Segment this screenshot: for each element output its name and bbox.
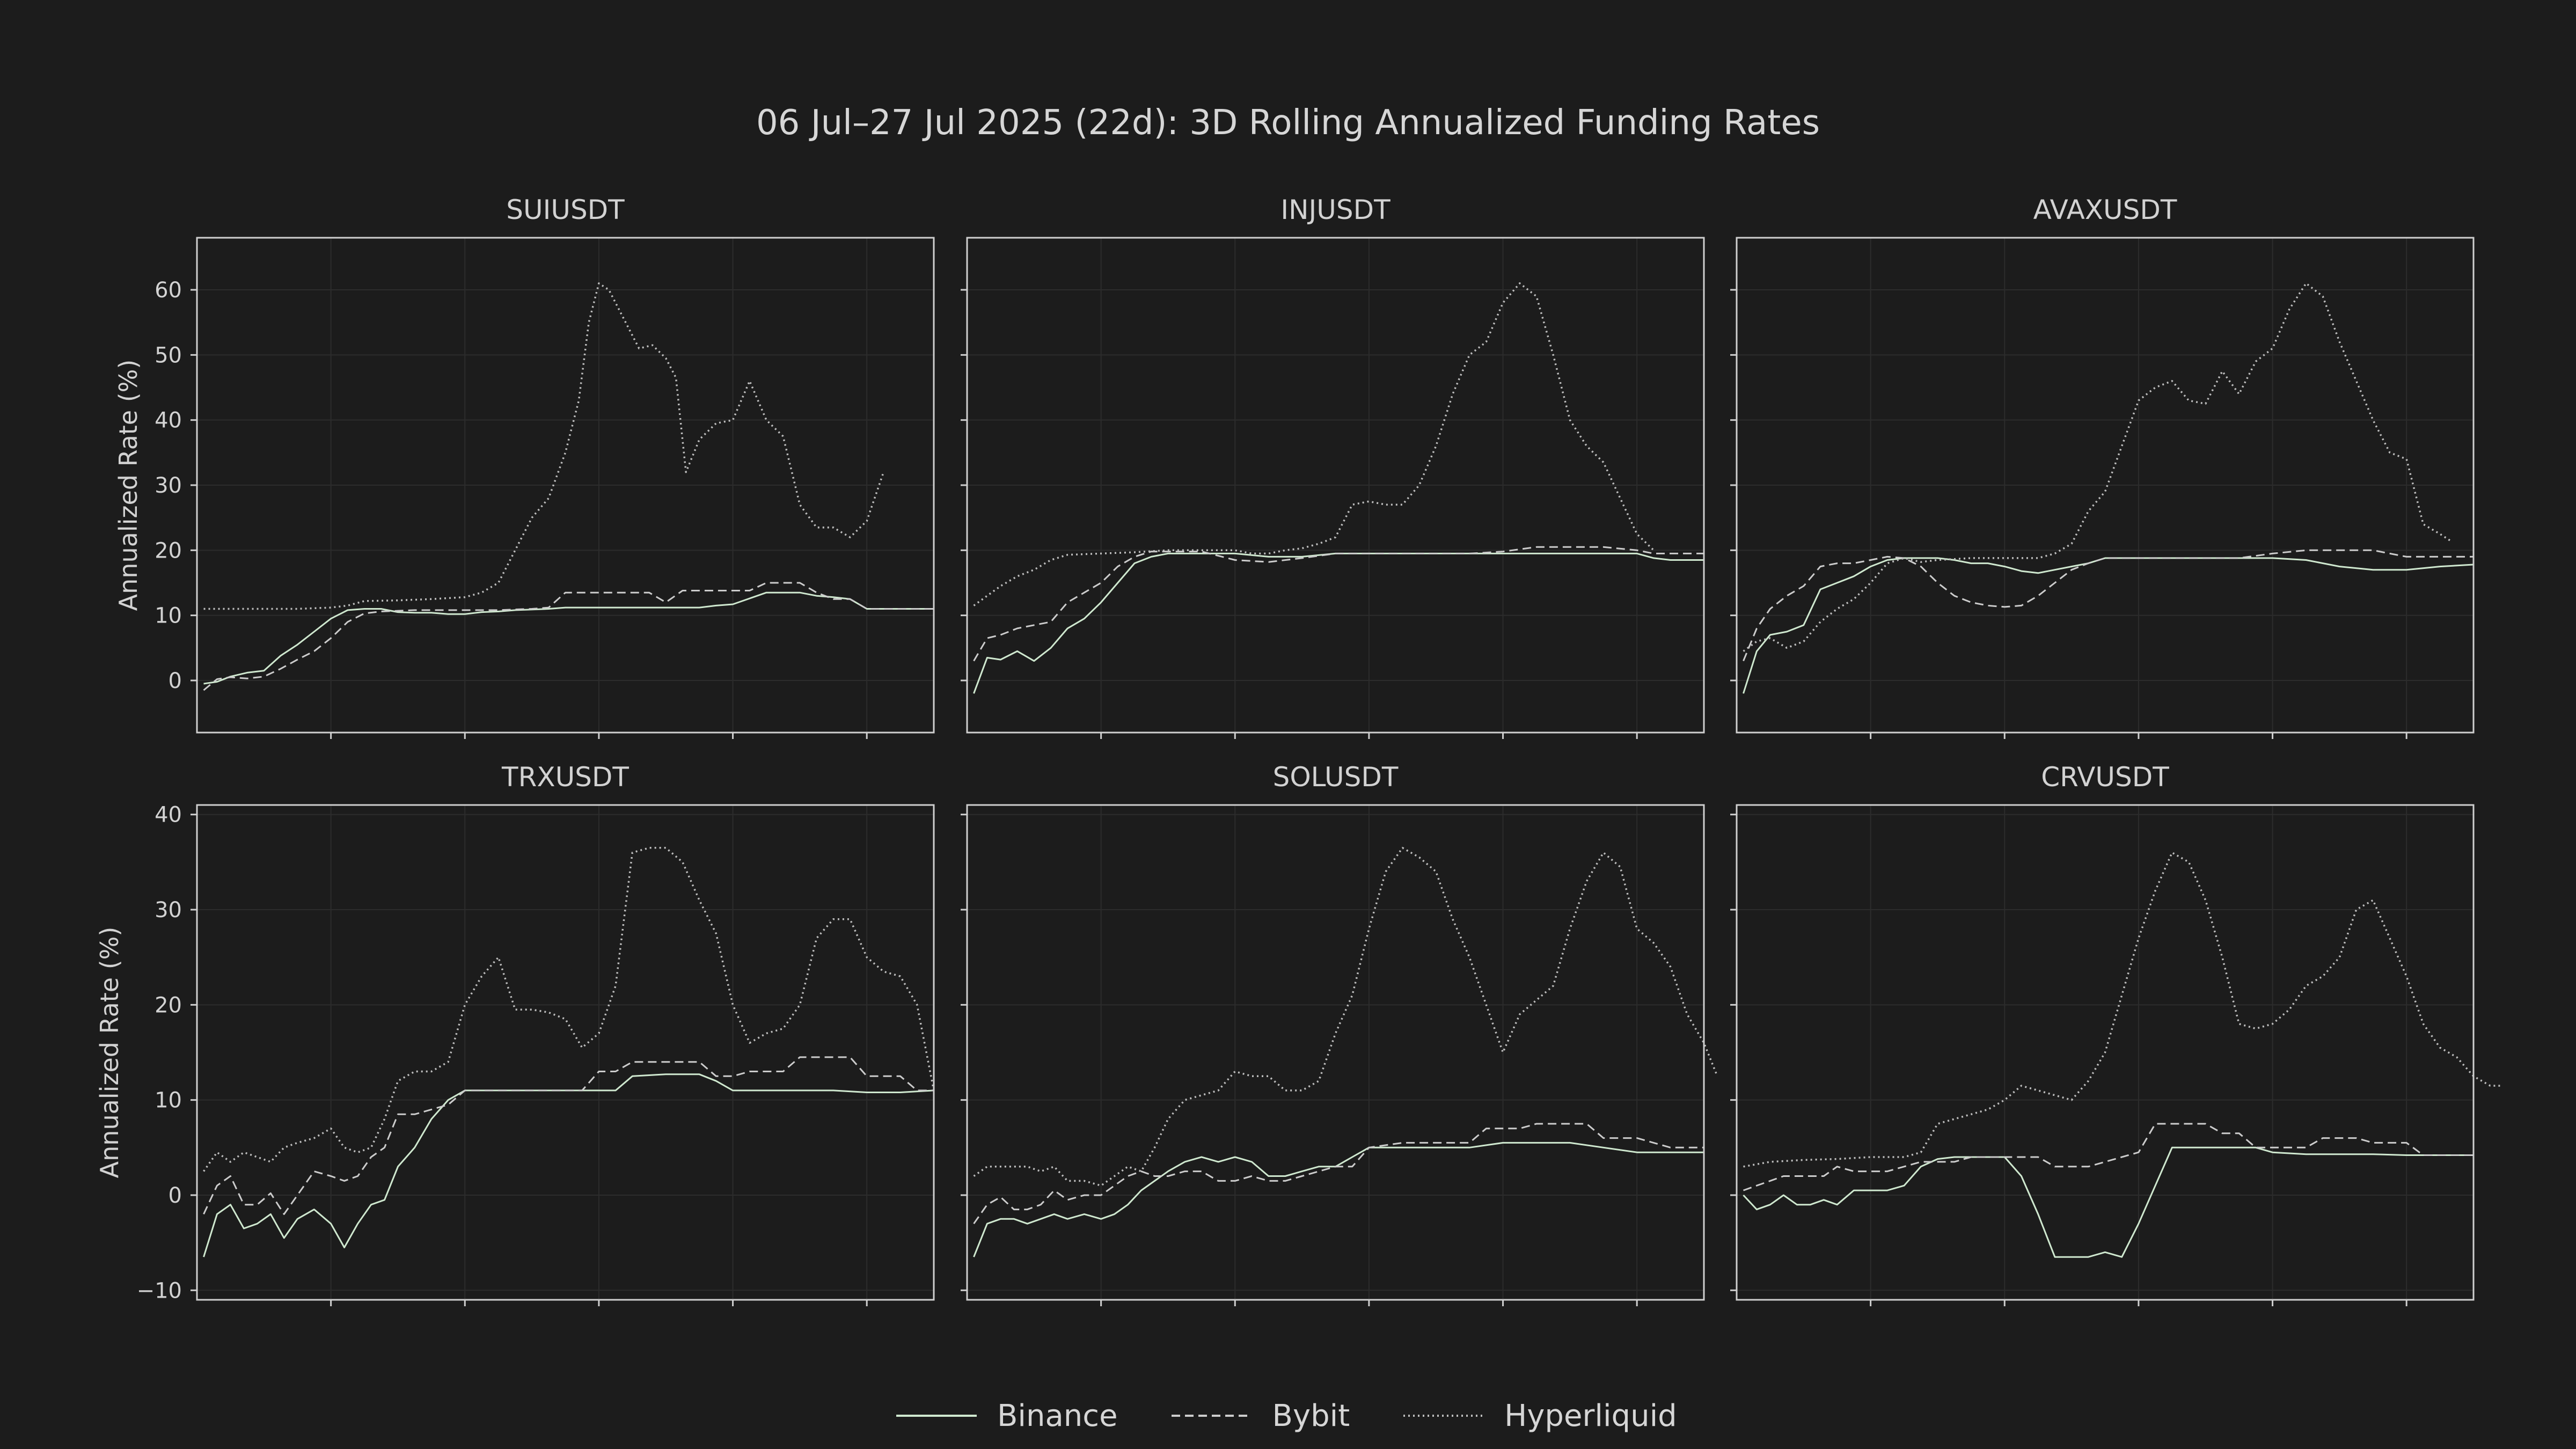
ytick-label: 10 [155, 604, 182, 628]
legend: Binance Bybit Hyperliquid [896, 1394, 1731, 1437]
panel-title-crvusdt: CRVUSDT [2041, 762, 2169, 793]
series-bybit-line [973, 546, 1704, 662]
plot-frame [1736, 804, 2475, 1301]
legend-line-bybit [1171, 1415, 1252, 1417]
plot-frame [966, 804, 1705, 1301]
ytick-label: 60 [155, 278, 182, 303]
series-hyperliquid-line [203, 847, 935, 1172]
figure-title: 06 Jul–27 Jul 2025 (22d): 3D Rolling Ann… [756, 103, 1820, 143]
ylabel-trxusdt: Annualized Rate (%) [95, 927, 124, 1179]
series-binance-line [1743, 557, 2474, 694]
legend-item-hyperliquid: Hyperliquid [1403, 1399, 1677, 1433]
legend-label-hyperliquid: Hyperliquid [1504, 1398, 1677, 1433]
legend-label-binance: Binance [997, 1398, 1118, 1433]
ytick-label: 50 [155, 343, 182, 368]
ytick-label: 0 [169, 1183, 182, 1208]
ytick-label: 30 [155, 473, 182, 498]
panel-solusdt: SOLUSDT [961, 762, 1718, 1306]
legend-item-bybit: Bybit [1171, 1398, 1350, 1433]
series-hyperliquid-line [203, 282, 885, 610]
panel-suiusdt: 0 10 20 30 40 50 60 SUIUSDT Annualized Rate (%) [114, 194, 935, 739]
series-hyperliquid-line [1743, 851, 2500, 1168]
ylabel-suiusdt: Annualized Rate (%) [114, 360, 143, 611]
panel-trxusdt: −10 0 10 20 30 40 TRXUSDT Annualized Rate (%) [95, 762, 935, 1306]
series-binance-line [1743, 1146, 2473, 1258]
series-hyperliquid-line [1743, 282, 2451, 652]
series-binance-line [203, 591, 934, 685]
ytick-label: 10 [155, 1088, 182, 1113]
legend-label-bybit: Bybit [1272, 1398, 1350, 1433]
series-bybit-line [1743, 549, 2473, 662]
panel-title-injusdt: INJUSDT [1280, 194, 1391, 225]
panel-avaxusdt: AVAXUSDT [1730, 194, 2475, 739]
ytick-label: 20 [155, 993, 182, 1018]
plot-frame [196, 804, 935, 1301]
series-binance-line [203, 1073, 934, 1257]
ytick-label: 30 [155, 898, 182, 923]
ytick-label: −10 [137, 1278, 182, 1303]
legend-line-binance [896, 1415, 977, 1417]
series-hyperliquid-line [973, 282, 1655, 606]
panel-injusdt: INJUSDT [961, 194, 1705, 739]
series-bybit-line [203, 582, 934, 691]
ytick-label: 0 [169, 669, 182, 693]
ytick-label: 40 [155, 803, 182, 828]
ytick-label: 40 [155, 408, 182, 433]
legend-item-binance: Binance [896, 1399, 1118, 1433]
panel-title-suiusdt: SUIUSDT [506, 194, 625, 225]
series-bybit-line [203, 1056, 934, 1215]
legend-line-hyperliquid [1403, 1415, 1484, 1417]
series-binance-line [973, 552, 1704, 694]
panel-title-solusdt: SOLUSDT [1273, 762, 1399, 793]
ytick-label: 20 [155, 538, 182, 563]
series-binance-line [973, 1141, 1704, 1257]
series-hyperliquid-line [973, 847, 1718, 1187]
panel-crvusdt: CRVUSDT [1730, 762, 2500, 1306]
panel-title-avaxusdt: AVAXUSDT [2033, 194, 2177, 225]
series-bybit-line [1743, 1123, 2473, 1191]
panel-title-trxusdt: TRXUSDT [501, 762, 629, 793]
series-bybit-line [973, 1123, 1704, 1225]
